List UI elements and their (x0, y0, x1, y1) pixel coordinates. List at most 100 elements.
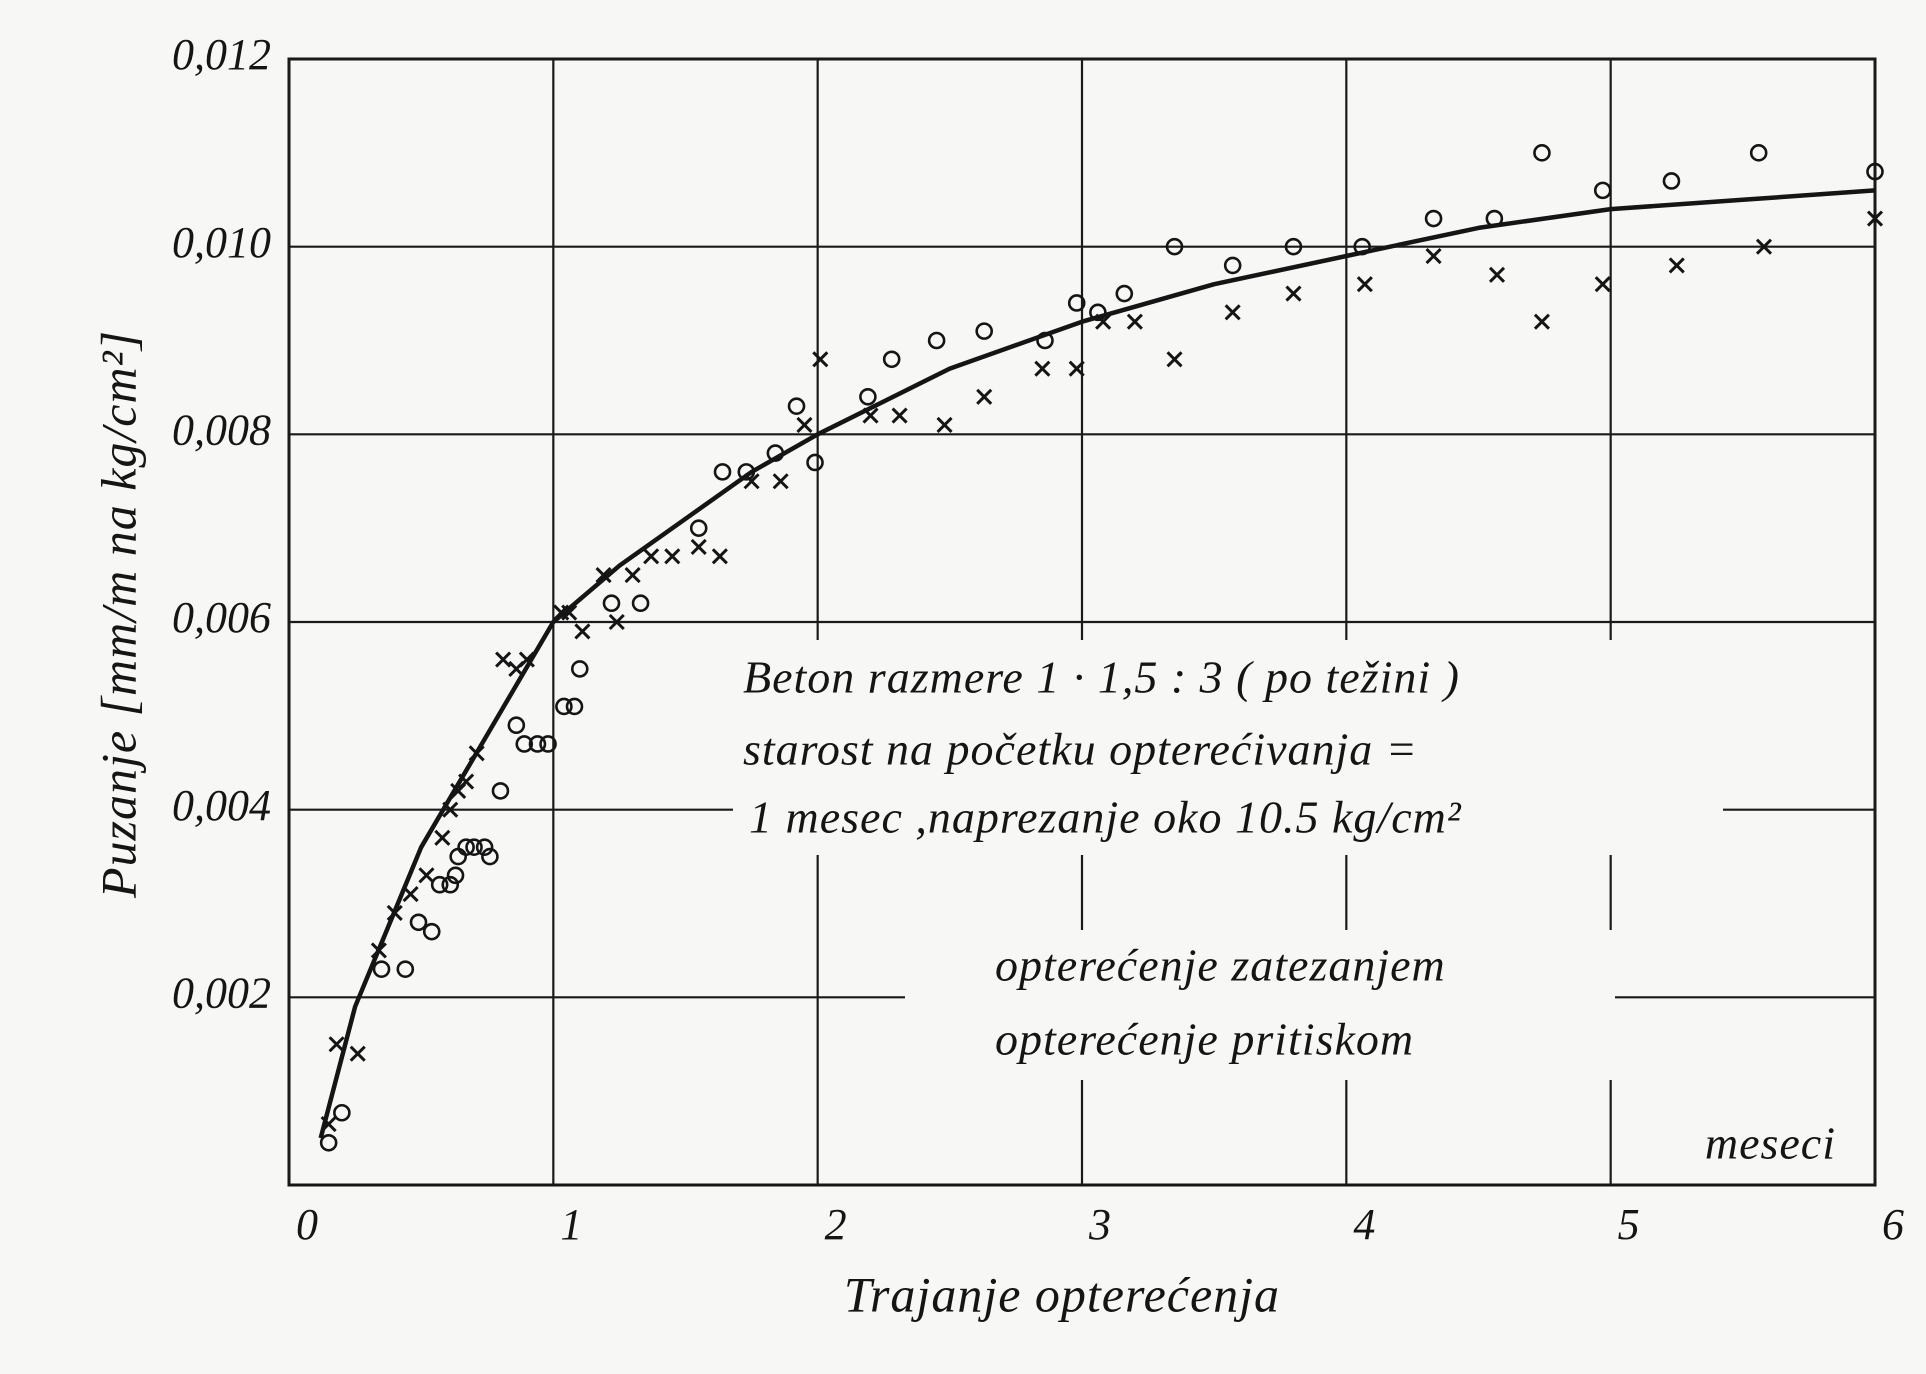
data-point (927, 331, 946, 350)
data-point (862, 407, 879, 424)
data-point (574, 623, 591, 640)
data-point (812, 351, 829, 368)
data-point (561, 604, 578, 621)
data-point (936, 416, 953, 434)
data-point (409, 913, 428, 932)
fit-curve (318, 188, 1876, 1139)
data-point (806, 453, 824, 472)
unit-label: meseci (1705, 1118, 1836, 1169)
data-point (465, 838, 483, 857)
overlay-layer: Beton razmere 1 · 1,5 : 3 ( po težini ) s… (733, 640, 1723, 1080)
data-point (1425, 247, 1442, 265)
data-point (772, 473, 789, 490)
data-point (1285, 285, 1302, 302)
data-point (664, 548, 681, 565)
data-point (320, 1115, 337, 1133)
data-point (1067, 294, 1086, 312)
data-point (1593, 181, 1612, 200)
data-point (711, 548, 728, 565)
x-tick-label: 5 (1618, 1200, 1640, 1249)
data-point (787, 397, 806, 415)
data-point (402, 886, 419, 903)
data-point (1034, 360, 1051, 377)
x-tick-label: 2 (825, 1200, 847, 1249)
y-tick-label: 0,012 (172, 30, 271, 79)
data-point (386, 904, 403, 921)
data-point (1749, 144, 1768, 162)
data-point (595, 567, 612, 584)
data-point (1668, 257, 1685, 274)
x-axis-label: Trajanje opterećenja (844, 1266, 1280, 1322)
data-point (495, 651, 512, 668)
legend-bg (905, 930, 1615, 1080)
data-point (643, 548, 660, 565)
data-point (1424, 209, 1443, 228)
annotation-text: 1 mesec ,naprezanje oko 10.5 kg/cm² (749, 792, 1462, 843)
data-point (468, 745, 485, 762)
legend-label: opterećenje pritiskom (995, 1014, 1414, 1065)
data-point (328, 1036, 345, 1053)
data-point (442, 801, 459, 818)
data-point (441, 875, 460, 894)
data-point (396, 960, 415, 978)
y-tick-label: 0,004 (172, 781, 271, 830)
annotation-text: Beton razmere 1 · 1,5 : 3 ( po težini ) (743, 652, 1460, 703)
data-point (570, 660, 589, 678)
data-point (1755, 238, 1773, 255)
data-point (689, 519, 708, 537)
data-point (891, 407, 908, 424)
y-tick-label: 0,002 (172, 968, 271, 1017)
data-point (796, 416, 813, 434)
data-point (349, 1045, 366, 1062)
data-point (1224, 304, 1241, 321)
data-point (1485, 209, 1504, 228)
data-point (713, 463, 732, 481)
data-point (608, 613, 625, 631)
data-point (1594, 276, 1611, 293)
data-point (1533, 144, 1551, 162)
data-point (319, 1133, 338, 1152)
data-point (1095, 313, 1112, 330)
data-point (1866, 210, 1884, 227)
data-point (602, 594, 621, 613)
data-point (1036, 331, 1054, 350)
data-point (1662, 172, 1681, 190)
x-tick-label: 4 (1353, 1200, 1375, 1249)
data-point (859, 387, 877, 406)
data-point (1223, 256, 1242, 275)
data-point (515, 735, 534, 753)
x-tick-label: 3 (1088, 1200, 1111, 1249)
data-point (507, 716, 526, 735)
data-point (565, 697, 584, 716)
annotation-text: starost na početku opterećivanja = (743, 724, 1418, 775)
data-point (1068, 360, 1085, 377)
data-point (743, 473, 760, 490)
data-point (446, 866, 465, 885)
data-point (475, 838, 494, 857)
y-axis-label: Puzanje [mm/m na kg/cm²] (90, 330, 146, 899)
data-point (418, 867, 435, 884)
data-point (370, 942, 387, 959)
data-point (481, 847, 499, 866)
data-point (1165, 237, 1184, 256)
data-point (624, 567, 641, 584)
data-point (1866, 162, 1884, 181)
data-point (434, 829, 451, 846)
x-tick-label: 1 (560, 1200, 582, 1249)
data-point (975, 322, 993, 340)
data-point (631, 594, 650, 613)
data-point (1488, 266, 1506, 283)
y-tick-label: 0,008 (172, 405, 271, 454)
legend-label: opterećenje zatezanjem (995, 940, 1446, 991)
data-point (372, 960, 391, 978)
data-point (1089, 303, 1107, 322)
data-point (518, 651, 535, 668)
y-tick-label: 0,006 (172, 593, 271, 642)
data-point (491, 782, 510, 800)
x-tick-label: 0 (296, 1200, 318, 1249)
x-tick-label: 6 (1882, 1200, 1904, 1249)
data-point (976, 388, 993, 405)
